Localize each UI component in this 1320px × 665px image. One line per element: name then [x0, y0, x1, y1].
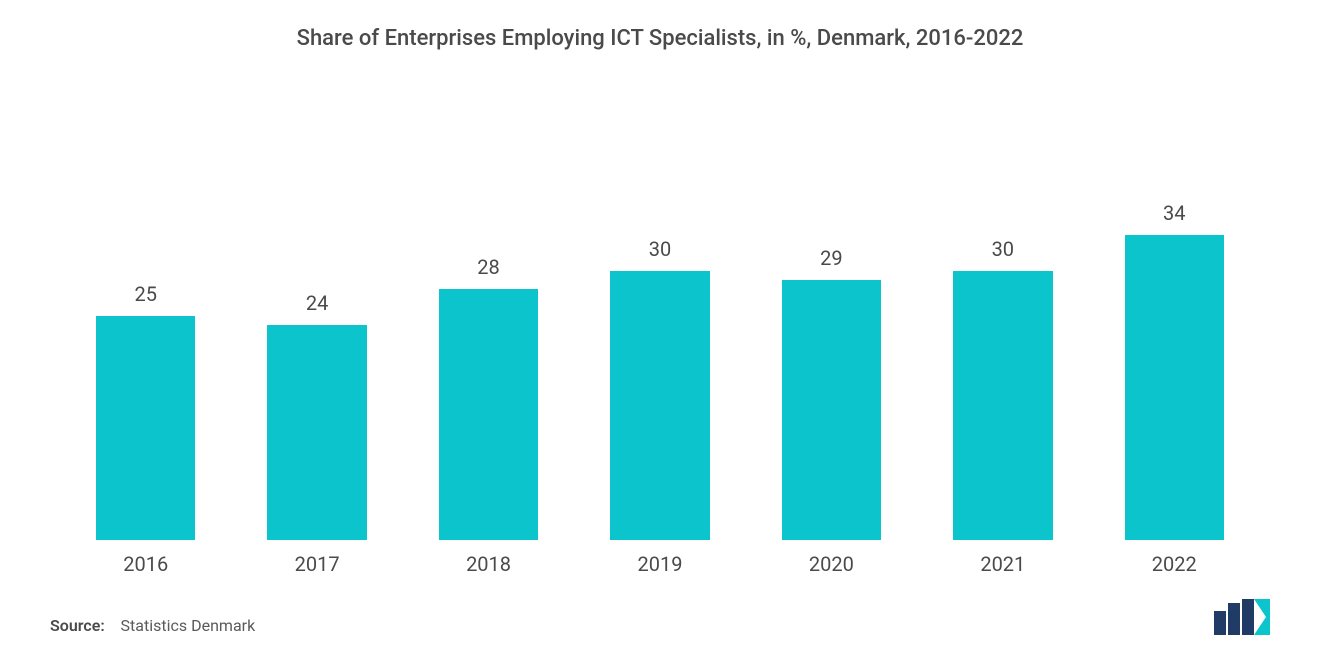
bar-column: 30 2021 — [917, 181, 1088, 581]
bar-value-label: 25 — [134, 282, 156, 306]
bar-wrap: 30 — [917, 181, 1088, 540]
source-value: Statistics Denmark — [121, 616, 256, 635]
bar-value-label: 29 — [820, 246, 842, 270]
bar-column: 24 2017 — [231, 181, 402, 581]
bar-column: 30 2019 — [574, 181, 745, 581]
bar-category-label: 2017 — [295, 552, 340, 581]
bar — [953, 271, 1052, 540]
source-attribution: Source: Statistics Denmark — [50, 616, 255, 635]
bar — [96, 316, 195, 541]
bar — [439, 289, 538, 540]
brand-logo-icon — [1214, 599, 1270, 635]
chart-container: Share of Enterprises Employing ICT Speci… — [0, 0, 1320, 665]
bar-column: 28 2018 — [403, 181, 574, 581]
chart-footer: Source: Statistics Denmark — [50, 599, 1270, 635]
bar-value-label: 34 — [1163, 201, 1185, 225]
bar-value-label: 30 — [992, 237, 1014, 261]
bar-category-label: 2022 — [1152, 552, 1197, 581]
bar-wrap: 30 — [574, 181, 745, 540]
bar — [267, 325, 366, 541]
chart-title: Share of Enterprises Employing ICT Speci… — [50, 26, 1270, 51]
bar-category-label: 2018 — [466, 552, 511, 581]
bar — [1125, 235, 1224, 540]
bar-category-label: 2016 — [123, 552, 168, 581]
bar-value-label: 28 — [477, 255, 499, 279]
bar-category-label: 2021 — [980, 552, 1025, 581]
bar-value-label: 30 — [649, 237, 671, 261]
bar-column: 25 2016 — [60, 181, 231, 581]
bar-category-label: 2019 — [637, 552, 682, 581]
bar-column: 34 2022 — [1089, 181, 1260, 581]
bar-column: 29 2020 — [746, 181, 917, 581]
bar — [610, 271, 709, 540]
source-label: Source: — [50, 616, 105, 635]
bar-value-label: 24 — [306, 291, 328, 315]
bar-wrap: 34 — [1089, 181, 1260, 540]
chart-plot-area: 25 2016 24 2017 28 2018 30 2019 29 2020 30 2021 34 20… — [50, 181, 1270, 581]
bar-category-label: 2020 — [809, 552, 854, 581]
bar — [782, 280, 881, 540]
bar-wrap: 25 — [60, 181, 231, 540]
bar-wrap: 24 — [231, 181, 402, 540]
bar-wrap: 29 — [746, 181, 917, 540]
bar-wrap: 28 — [403, 181, 574, 540]
